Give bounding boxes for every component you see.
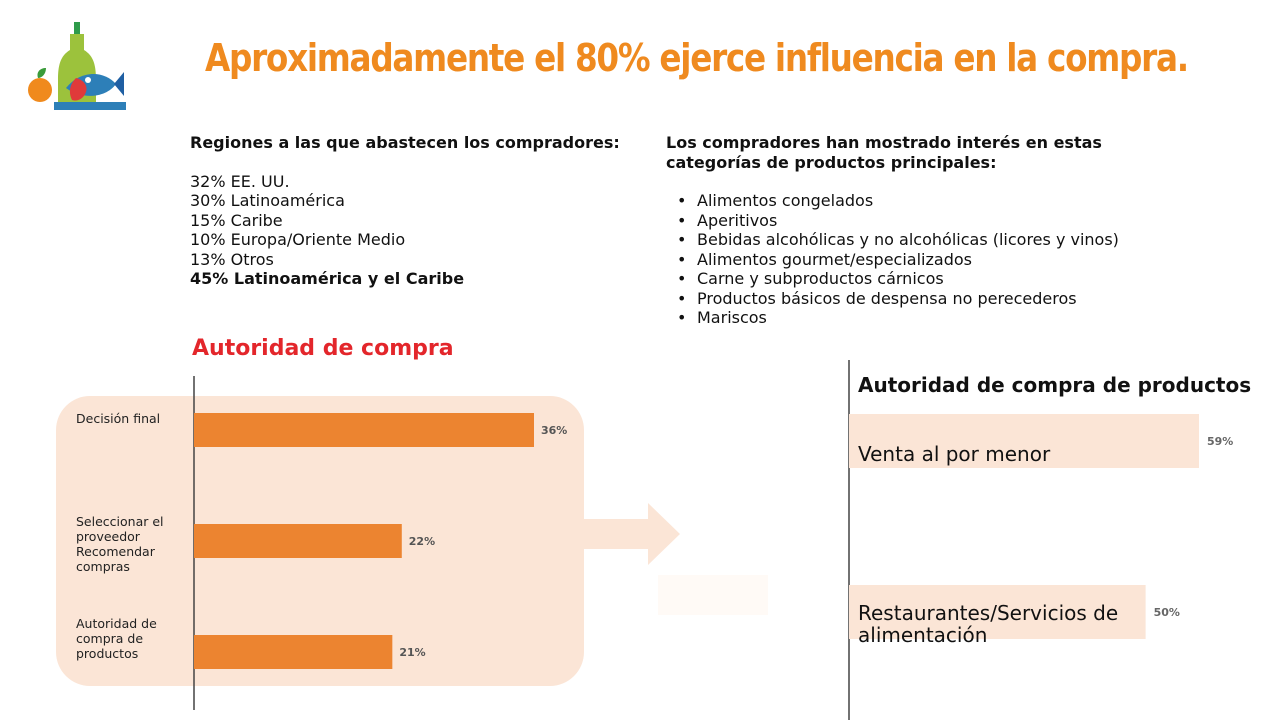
- left-chart-bar: [194, 413, 534, 447]
- logo-icon: [28, 22, 126, 110]
- left-chart-category-label: proveedor: [76, 529, 141, 544]
- category-item: Carne y subproductos cárnicos: [666, 269, 1186, 289]
- left-chart-category-label: Seleccionar el: [76, 514, 164, 529]
- left-chart-category-label: Autoridad de: [76, 616, 157, 631]
- left-chart-data-label: 22%: [409, 535, 435, 548]
- category-item: Mariscos: [666, 308, 1186, 328]
- category-item: Alimentos gourmet/especializados: [666, 250, 1186, 270]
- category-item: Alimentos congelados: [666, 191, 1186, 211]
- categories-list: Alimentos congelados Aperitivos Bebidas …: [666, 191, 1186, 328]
- arrow-right-icon: [582, 503, 680, 565]
- categories-heading-line: categorías de productos principales:: [666, 152, 997, 172]
- categories-heading-line: Los compradores han mostrado interés en …: [666, 133, 1102, 152]
- left-chart-data-label: 36%: [541, 424, 567, 437]
- right-chart-bar: [849, 585, 1146, 639]
- region-highlight: 45% Latinoamérica y el Caribe: [190, 269, 465, 288]
- left-chart-category-label: Decisión final: [76, 411, 160, 426]
- left-chart-bar: [194, 524, 402, 558]
- left-chart-category-label: Recomendar: [76, 544, 156, 559]
- categories-block: Los compradores han mostrado interés en …: [666, 133, 1186, 328]
- right-chart-data-label: 59%: [1207, 435, 1233, 448]
- regions-heading: Regiones a las que abastecen los comprad…: [190, 133, 620, 152]
- category-item: Productos básicos de despensa no pereced…: [666, 289, 1186, 309]
- category-item: Bebidas alcohólicas y no alcohólicas (li…: [666, 230, 1186, 250]
- left-chart-title: Autoridad de compra: [192, 336, 454, 361]
- region-item: 10% Europa/Oriente Medio: [190, 230, 406, 249]
- region-item: 32% EE. UU.: [190, 171, 290, 191]
- region-item: 13% Otros: [190, 249, 274, 269]
- right-chart-category-label: Venta al por menor: [858, 442, 1051, 466]
- right-chart-bar: [849, 414, 1199, 468]
- left-chart-bar: [194, 635, 393, 669]
- categories-heading: Los compradores han mostrado interés en …: [666, 133, 1186, 172]
- right-chart-category-label: alimentación: [858, 623, 987, 647]
- category-item: Aperitivos: [666, 211, 1186, 231]
- left-chart-category-label: compras: [76, 559, 130, 574]
- regions-block: Regiones a las que abastecen los comprad…: [190, 133, 630, 289]
- decorative-box: [658, 575, 768, 615]
- right-chart-title: Autoridad de compra de productos: [858, 373, 1252, 397]
- region-item: 15% Caribe: [190, 210, 283, 230]
- left-chart-category-label: compra de: [76, 631, 143, 646]
- left-chart-data-label: 21%: [399, 646, 425, 659]
- left-chart-category-label: productos: [76, 646, 138, 661]
- right-chart-category-label: Restaurantes/Servicios de: [858, 601, 1118, 625]
- right-chart-data-label: 50%: [1154, 606, 1180, 619]
- region-item: 30% Latinoamérica: [190, 191, 345, 210]
